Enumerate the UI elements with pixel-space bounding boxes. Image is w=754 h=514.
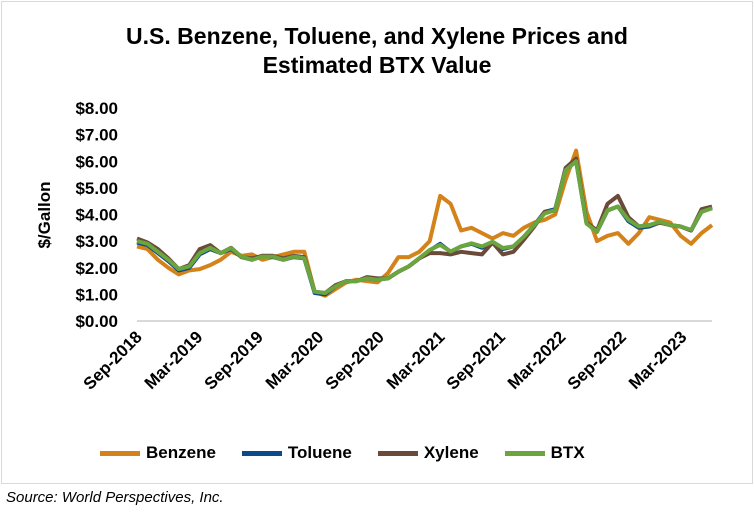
y-tick-label: $6.00 [75, 152, 118, 171]
x-tick-label: Sep-2018 [80, 327, 146, 393]
y-tick-label: $0.00 [75, 312, 118, 331]
x-tick-label: Mar-2023 [625, 327, 691, 393]
legend-label: Benzene [146, 443, 216, 462]
x-tick-label: Mar-2021 [383, 327, 449, 393]
x-tick-label: Mar-2020 [262, 327, 328, 393]
chart-title-line-1: U.S. Benzene, Toluene, and Xylene Prices… [126, 23, 628, 49]
legend-label: BTX [550, 443, 585, 462]
y-tick-label: $7.00 [75, 126, 118, 145]
y-tick-label: $2.00 [75, 259, 118, 278]
y-tick-label: $8.00 [75, 99, 118, 118]
x-tick-label: Sep-2021 [443, 327, 509, 393]
legend-swatch [241, 450, 282, 456]
chart-title-line-2: Estimated BTX Value [262, 52, 492, 78]
y-tick-label: $1.00 [75, 285, 118, 304]
legend-label: Xylene [423, 443, 479, 462]
y-tick-label: $3.00 [75, 232, 118, 251]
legend: Benzene Toluene Xylene BTX [100, 443, 585, 463]
legend-item-benzene: Benzene [100, 443, 216, 463]
series-line-toluene [136, 159, 713, 297]
series-line-xylene [136, 156, 713, 295]
series-line-btx [136, 159, 713, 295]
legend-swatch [377, 450, 418, 456]
legend-swatch [100, 450, 140, 456]
y-tick-label: $4.00 [75, 206, 118, 225]
x-tick-label: Sep-2022 [564, 327, 630, 393]
x-tick-label: Sep-2019 [201, 327, 267, 393]
x-tick-label: Mar-2019 [141, 327, 207, 393]
legend-item-btx: BTX [504, 443, 585, 463]
y-tick-label: $5.00 [75, 179, 118, 198]
x-tick-label: Sep-2020 [322, 327, 388, 393]
legend-swatch [504, 450, 545, 456]
legend-item-toluene: Toluene [241, 443, 352, 463]
legend-label: Toluene [287, 443, 352, 462]
chart-frame [1, 1, 753, 484]
x-tick-label: Mar-2022 [504, 327, 570, 393]
series-line-benzene [136, 148, 714, 298]
legend-item-xylene: Xylene [377, 443, 479, 463]
y-axis-label: $/Gallon [35, 181, 54, 248]
source-note: Source: World Perspectives, Inc. [6, 489, 224, 506]
